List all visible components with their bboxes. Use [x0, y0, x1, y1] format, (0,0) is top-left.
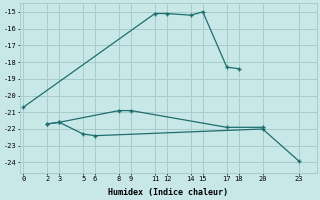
X-axis label: Humidex (Indice chaleur): Humidex (Indice chaleur) — [108, 188, 228, 197]
